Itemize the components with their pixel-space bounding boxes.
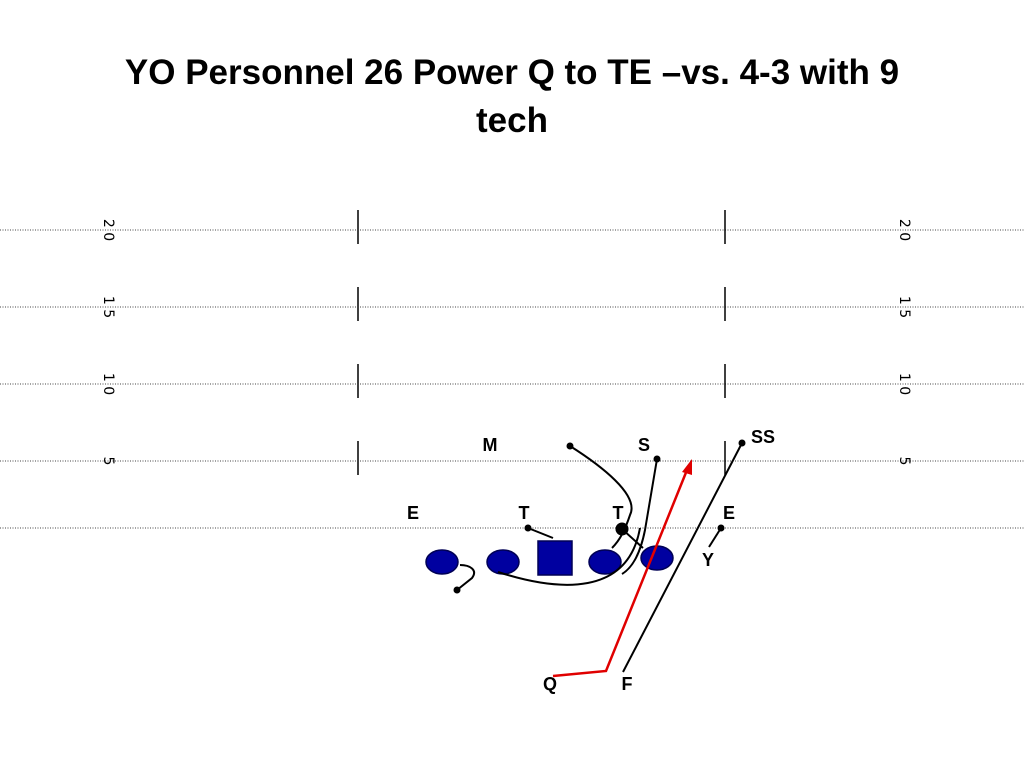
- dot: [738, 439, 746, 447]
- yard-number: 1 5: [100, 296, 116, 318]
- defender-label: E: [407, 503, 419, 523]
- yard-number: 5: [100, 457, 116, 466]
- yard-number: 2 0: [896, 219, 912, 241]
- center: [537, 540, 573, 576]
- tackle-block: [456, 564, 476, 591]
- offense-label: Q: [543, 674, 557, 694]
- yard-number: 1 5: [896, 296, 912, 318]
- offense-label: F: [622, 674, 633, 694]
- e-block: [708, 527, 722, 548]
- guard: [486, 549, 520, 575]
- yard-number: 1 0: [100, 373, 116, 395]
- title-cont: tech: [476, 101, 548, 140]
- guard: [588, 549, 622, 575]
- qb-route: [552, 469, 689, 678]
- t-block: [527, 527, 554, 539]
- pull-route: [497, 527, 641, 586]
- defender-label: M: [483, 435, 498, 455]
- dot: [717, 524, 725, 532]
- routes: [453, 439, 746, 678]
- sam-route: [621, 458, 658, 575]
- ss-route: [622, 442, 743, 673]
- title: YO Personnel 26 Power Q to TE –vs. 4-3 w…: [125, 53, 899, 92]
- offense-shapes: [425, 540, 674, 576]
- yard-number: 1 0: [896, 373, 912, 395]
- dot: [453, 586, 461, 594]
- offense-label: Y: [702, 550, 714, 570]
- mike-route: [569, 445, 633, 549]
- defender-label: T: [519, 503, 530, 523]
- yard-number: 5: [896, 457, 912, 466]
- player-labels: M S SSE T T EYQ F: [407, 427, 775, 694]
- defender-label: E: [723, 503, 735, 523]
- dot: [566, 442, 574, 450]
- dot: [653, 455, 661, 463]
- yard-lines: 2 0 1 5 1 0 5 2 0 1 5 1 0 5: [0, 210, 1024, 529]
- yard-number: 2 0: [100, 219, 116, 241]
- tackle: [425, 549, 459, 575]
- defender-label: S: [638, 435, 650, 455]
- tackle: [640, 545, 674, 571]
- dot: [615, 522, 629, 536]
- defender-label: T: [613, 503, 624, 523]
- defender-label: SS: [751, 427, 775, 447]
- dot: [524, 524, 532, 532]
- arrowhead: [682, 459, 692, 475]
